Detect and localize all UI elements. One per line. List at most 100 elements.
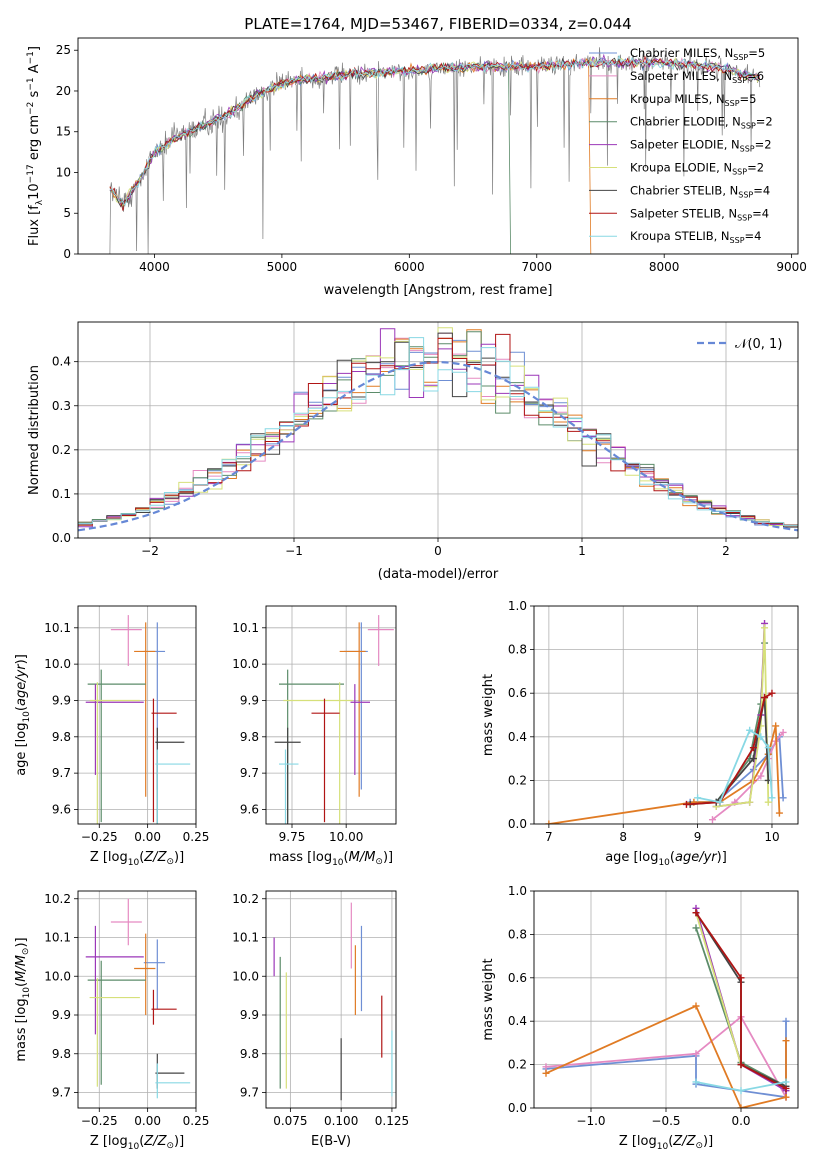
y-tick-label: 9.8 bbox=[240, 730, 259, 744]
mass-weight-point bbox=[737, 1104, 745, 1108]
x-tick-label: 8 bbox=[619, 830, 627, 844]
y-tick-label: 9.8 bbox=[240, 1047, 259, 1061]
x-tick-label: 7 bbox=[545, 830, 553, 844]
age-mass-plot-area bbox=[266, 606, 396, 824]
x-tick-label: 4000 bbox=[139, 260, 170, 274]
legend-entry: Salpeter STELIB, NSSP=4 bbox=[630, 206, 769, 222]
mass-weight-point bbox=[542, 1063, 550, 1071]
mass-weight-point bbox=[694, 794, 702, 802]
legend-entry: Salpeter ELODIE, NSSP=2 bbox=[630, 138, 772, 154]
y-axis-label: Flux [fλ10−17 erg cm−2 s−1 A−1] bbox=[26, 46, 45, 246]
mass-weight-line bbox=[545, 1004, 787, 1108]
y-tick-label: 10.2 bbox=[44, 892, 71, 906]
x-axis-label: mass [log10(M/M⊙)] bbox=[269, 850, 393, 868]
y-tick-label: 9.6 bbox=[240, 802, 259, 816]
x-tick-label: 6000 bbox=[394, 260, 425, 274]
y-tick-label: 0.6 bbox=[508, 971, 527, 985]
mass-weight-point bbox=[737, 974, 745, 982]
mass-weight-point bbox=[761, 624, 769, 632]
mass-Z-panel: −0.25 0.00 0.25 9.7 9.8 9.9 10.0 10.1 10.2 Z [log… bbox=[14, 890, 210, 1152]
x-tick-label: 0 bbox=[434, 544, 442, 558]
legend-entry: Chabrier ELODIE, NSSP=2 bbox=[630, 115, 773, 131]
x-tick-label: 9000 bbox=[776, 260, 807, 274]
x-tick-label: −0.5 bbox=[651, 1114, 680, 1128]
mass-weight-point bbox=[682, 800, 690, 808]
mass-weight-point bbox=[779, 794, 787, 802]
x-tick-label: 9 bbox=[694, 830, 702, 844]
axes-frame bbox=[533, 890, 799, 1109]
y-tick-label: 0.4 bbox=[508, 1014, 527, 1028]
y-axis-label: age [log10(age/yr)] bbox=[14, 654, 32, 776]
weight-Z-panel: −1.0 −0.5 0.0 0.0 0.2 0.4 0.6 0.8 1.0 Z [log10(Z/… bbox=[481, 884, 799, 1152]
mass-weight-point bbox=[692, 1078, 700, 1086]
y-tick-label: 9.9 bbox=[52, 1008, 71, 1022]
y-tick-label: 5 bbox=[63, 206, 71, 220]
x-tick-label: 0.100 bbox=[324, 1114, 358, 1128]
axes-frame bbox=[77, 321, 799, 539]
x-axis-label: Z [log10(Z/Z⊙)] bbox=[90, 1134, 184, 1152]
weight-age-panel: 7 8 9 10 0.0 0.2 0.4 0.6 0.8 1.0 age [log10(age/yr… bbox=[481, 599, 799, 868]
y-tick-label: 0 bbox=[63, 247, 71, 261]
axes-frame bbox=[265, 605, 397, 825]
mass-weight-point bbox=[764, 744, 772, 752]
axes-frame bbox=[77, 37, 799, 255]
legend: Chabrier MILES, NSSP=5 Salpeter MILES, NS… bbox=[589, 46, 773, 245]
y-axis-label: mass weight bbox=[481, 674, 496, 756]
mass-weight-point bbox=[692, 1002, 700, 1010]
x-tick-label: 0.00 bbox=[134, 830, 161, 844]
mass-weight-point bbox=[737, 1087, 745, 1095]
model-spectrum-line bbox=[109, 54, 761, 207]
axes-frame bbox=[533, 605, 799, 825]
y-tick-label: 10.2 bbox=[232, 892, 259, 906]
y-tick-label: 0.4 bbox=[52, 355, 71, 369]
y-tick-label: 10.0 bbox=[44, 969, 71, 983]
x-tick-label: −0.25 bbox=[81, 1114, 118, 1128]
axes-frame bbox=[77, 605, 197, 825]
x-tick-label: −1 bbox=[285, 544, 303, 558]
x-tick-label: 5000 bbox=[267, 260, 298, 274]
x-axis-label: Z [log10(Z/Z⊙)] bbox=[90, 850, 184, 868]
y-tick-label: 0.2 bbox=[508, 1058, 527, 1072]
x-tick-label: 0.125 bbox=[375, 1114, 409, 1128]
age-Z-panel: −0.25 0.00 0.25 9.6 9.7 9.8 9.9 10.0 10.1 Z [log1… bbox=[14, 605, 209, 868]
spectrum-plot-area bbox=[109, 47, 761, 254]
weight-age-plot-area bbox=[534, 606, 798, 824]
weight-Z-plot-area bbox=[534, 891, 798, 1108]
mass-EBV-plot-area bbox=[266, 891, 396, 1108]
x-tick-label: 0.075 bbox=[273, 1114, 307, 1128]
mass-weight-point bbox=[775, 809, 783, 817]
gaussian-legend-label: 𝒩(0, 1) bbox=[735, 337, 782, 352]
axes-frame bbox=[265, 890, 397, 1109]
mass-weight-point bbox=[772, 722, 780, 730]
mass-weight-point bbox=[768, 689, 776, 697]
figure-title: PLATE=1764, MJD=53467, FIBERID=0334, z=0… bbox=[244, 15, 631, 33]
x-tick-label: 10.00 bbox=[329, 830, 363, 844]
x-tick-label: −2 bbox=[141, 544, 159, 558]
x-tick-label: 10 bbox=[764, 830, 779, 844]
model-spectrum-line bbox=[109, 60, 760, 254]
mass-weight-point bbox=[764, 798, 772, 806]
y-tick-label: 9.7 bbox=[52, 766, 71, 780]
mass-weight-point bbox=[737, 1061, 745, 1069]
x-tick-label: −1.0 bbox=[576, 1114, 605, 1128]
y-tick-label: 10.1 bbox=[44, 931, 71, 945]
x-tick-label: 0.0 bbox=[731, 1114, 750, 1128]
age-mass-panel: 9.75 10.00 9.6 9.7 9.8 9.9 10.0 10.1 mass [log10… bbox=[232, 605, 397, 868]
y-axis-label: mass [log10(M/M⊙)] bbox=[14, 937, 32, 1061]
x-tick-label: 7000 bbox=[521, 260, 552, 274]
x-tick-label: 9.75 bbox=[279, 830, 306, 844]
x-tick-label: 8000 bbox=[649, 260, 680, 274]
mass-weight-point bbox=[692, 1050, 700, 1058]
y-tick-label: 1.0 bbox=[508, 884, 527, 898]
y-tick-label: 15 bbox=[56, 125, 71, 139]
x-tick-label: 1 bbox=[578, 544, 586, 558]
mass-Z-plot-area bbox=[78, 891, 196, 1108]
x-tick-label: 0.25 bbox=[183, 1114, 210, 1128]
mass-weight-line bbox=[697, 729, 773, 804]
y-tick-label: 10.0 bbox=[232, 657, 259, 671]
y-tick-label: 0.0 bbox=[508, 1101, 527, 1115]
mass-weight-point bbox=[761, 694, 769, 702]
mass-weight-point bbox=[757, 733, 765, 741]
mass-weight-point bbox=[692, 909, 700, 917]
